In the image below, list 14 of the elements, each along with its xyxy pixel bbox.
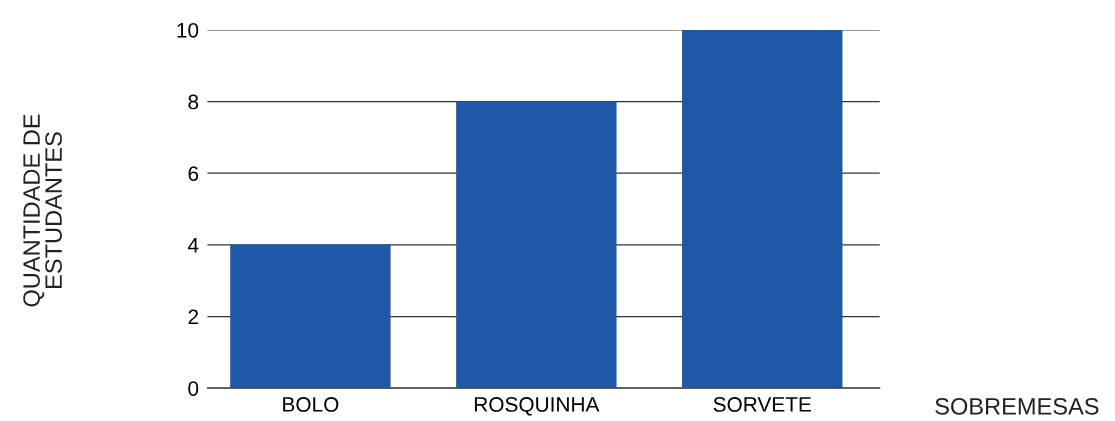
y-tick-label: 6 bbox=[188, 166, 199, 181]
y-tick-label: 0 bbox=[188, 381, 199, 396]
y-tick-label: 8 bbox=[188, 94, 199, 110]
x-tick-label: ROSQUINHA bbox=[474, 397, 600, 416]
bar bbox=[456, 101, 617, 389]
bar bbox=[682, 29, 843, 389]
x-axis-title: SOBREMESAS bbox=[935, 397, 1099, 415]
bar bbox=[230, 244, 391, 389]
x-tick-label: SORVETE bbox=[713, 397, 811, 412]
y-tick-label: 10 bbox=[177, 22, 199, 38]
y-tick-label: 4 bbox=[187, 238, 199, 253]
x-tick-label: BOLO bbox=[283, 397, 339, 412]
y-tick-label: 2 bbox=[188, 309, 199, 325]
y-axis-title: QUANTIDADE DE ESTUDANTES bbox=[23, 114, 62, 307]
